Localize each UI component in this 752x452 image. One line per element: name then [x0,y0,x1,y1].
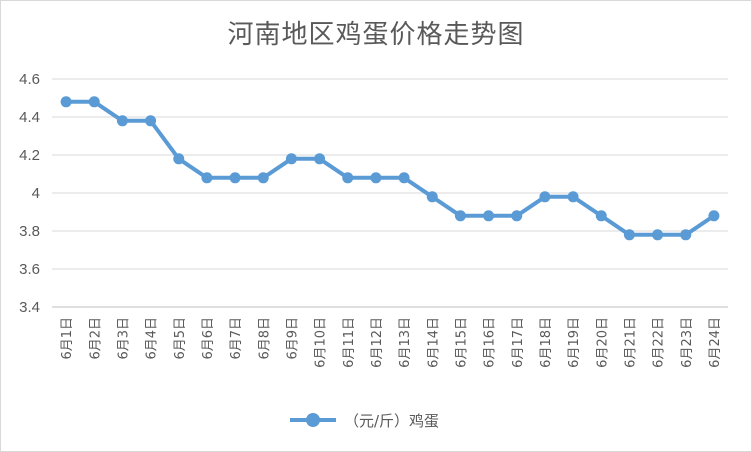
data-point [680,229,692,241]
y-tick-label: 3.4 [19,299,40,316]
y-tick-label: 4.2 [19,147,40,164]
x-tick-label: 6月19日 [567,317,582,368]
x-tick-label: 6月10日 [314,317,329,368]
x-tick-label: 6月24日 [708,317,723,368]
data-point [539,191,551,203]
x-tick-label: 6月14日 [426,317,441,368]
data-point [88,96,100,108]
x-tick-label: 6月5日 [173,317,188,360]
data-point [257,172,269,184]
data-point [623,229,635,241]
data-point [483,210,495,222]
legend: （元/斤）鸡蛋 [290,408,439,432]
data-point [426,191,438,203]
x-tick-label: 6月11日 [342,317,357,368]
y-tick-label: 3.6 [19,261,40,278]
data-point [595,210,607,222]
chart-title: 河南地区鸡蛋价格走势图 [227,20,525,50]
data-point [173,153,185,165]
y-tick-label: 4 [32,185,40,202]
data-point [60,96,72,108]
legend-label: （元/斤）鸡蛋 [344,411,440,430]
y-tick-label: 3.8 [19,223,40,240]
x-tick-label: 6月13日 [398,317,413,368]
data-point [145,115,157,127]
x-tick-label: 6月22日 [652,317,667,368]
x-tick-label: 6月4日 [145,317,160,360]
x-tick-label: 6月8日 [257,317,272,360]
data-point [201,172,213,184]
x-tick-label: 6月2日 [88,317,103,360]
data-point [314,153,326,165]
x-tick-label: 6月23日 [680,317,695,368]
data-point [370,172,382,184]
x-tick-label: 6月21日 [623,317,638,368]
x-tick-label: 6月15日 [454,317,469,368]
x-tick-label: 6月1日 [60,317,75,360]
data-point [116,115,128,127]
data-point [567,191,579,203]
x-tick-label: 6月18日 [539,317,554,368]
x-tick-label: 6月6日 [201,317,216,360]
data-point [708,210,720,222]
data-point [285,153,297,165]
x-tick-label: 6月12日 [370,317,385,368]
data-point [342,172,354,184]
x-tick-label: 6月17日 [511,317,526,368]
data-point [398,172,410,184]
data-point [511,210,523,222]
legend-swatch [290,412,336,428]
y-tick-label: 4.6 [19,71,40,88]
series-line [66,99,716,237]
data-point [454,210,466,222]
x-tick-label: 6月16日 [483,317,498,368]
data-point [229,172,241,184]
data-point [652,229,664,241]
x-tick-label: 6月7日 [229,317,244,360]
x-tick-label: 6月20日 [595,317,610,368]
y-tick-label: 4.4 [19,109,40,126]
x-tick-label: 6月9日 [285,317,300,360]
x-tick-label: 6月3日 [116,317,131,360]
